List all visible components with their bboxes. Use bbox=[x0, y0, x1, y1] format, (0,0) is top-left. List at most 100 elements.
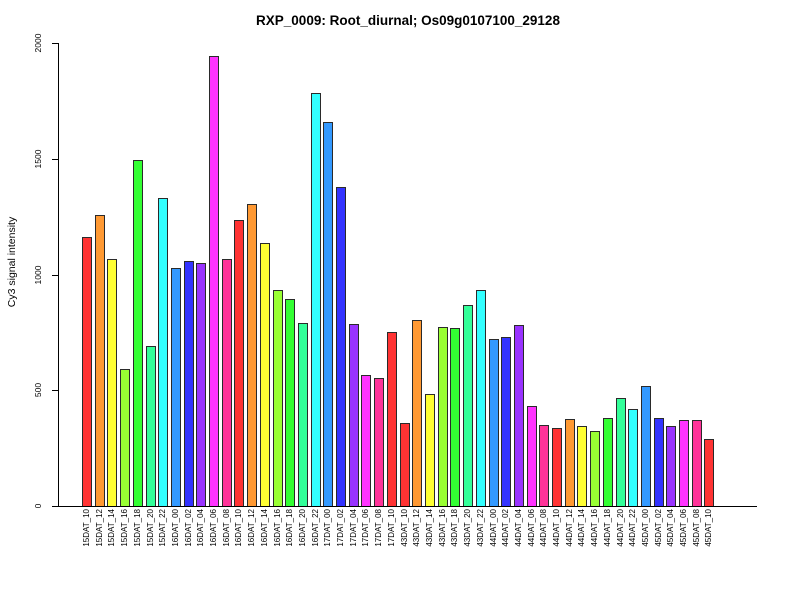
bar bbox=[221, 259, 232, 506]
x-tick-label: 16DAT_22 bbox=[310, 509, 320, 547]
x-tick-label: 15DAT_18 bbox=[132, 509, 142, 547]
x-label-slot: 17DAT_10 bbox=[387, 509, 397, 547]
x-tick-label: 16DAT_18 bbox=[285, 509, 295, 547]
bar bbox=[336, 187, 347, 506]
x-label-slot: 16DAT_10 bbox=[234, 509, 244, 547]
x-tick-label: 43DAT_22 bbox=[475, 509, 485, 547]
x-tick-label: 16DAT_16 bbox=[272, 509, 282, 547]
x-label-slot: 44DAT_18 bbox=[603, 509, 613, 547]
y-tick-label: 1000 bbox=[33, 265, 43, 284]
x-label-slot: 15DAT_18 bbox=[133, 509, 143, 547]
x-tick-label: 43DAT_20 bbox=[463, 509, 473, 547]
x-label-slot: 45DAT_10 bbox=[704, 509, 714, 547]
x-label-slot: 16DAT_22 bbox=[311, 509, 321, 547]
bar bbox=[361, 375, 372, 506]
bar bbox=[158, 198, 169, 506]
y-tick-label: 0 bbox=[33, 503, 43, 509]
x-label-slot: 15DAT_10 bbox=[82, 509, 92, 547]
x-tick-label: 16DAT_00 bbox=[170, 509, 180, 547]
y-axis-line bbox=[58, 43, 59, 507]
bar bbox=[704, 439, 715, 506]
x-label-slot: 17DAT_08 bbox=[374, 509, 384, 547]
bar bbox=[399, 423, 410, 506]
x-tick-label: 15DAT_22 bbox=[158, 509, 168, 547]
x-tick-label: 17DAT_00 bbox=[323, 509, 333, 547]
x-label-slot: 16DAT_08 bbox=[222, 509, 232, 547]
x-label-slot: 44DAT_08 bbox=[539, 509, 549, 547]
x-tick-label: 15DAT_12 bbox=[94, 509, 104, 547]
x-label-slot: 44DAT_12 bbox=[565, 509, 575, 547]
x-tick-label: 44DAT_14 bbox=[577, 509, 587, 547]
x-label-slot: 44DAT_16 bbox=[590, 509, 600, 547]
bar bbox=[107, 259, 118, 506]
x-tick-label: 43DAT_18 bbox=[450, 509, 460, 547]
x-label-slot: 16DAT_06 bbox=[209, 509, 219, 547]
x-label-slot: 15DAT_16 bbox=[120, 509, 130, 547]
x-label-slot: 43DAT_20 bbox=[463, 509, 473, 547]
x-label-slot: 44DAT_20 bbox=[616, 509, 626, 547]
x-axis-line bbox=[58, 506, 757, 507]
bar bbox=[628, 409, 639, 506]
x-label-slot: 44DAT_06 bbox=[527, 509, 537, 547]
y-tick bbox=[52, 390, 58, 392]
x-tick-label: 17DAT_02 bbox=[336, 509, 346, 547]
x-tick-label: 44DAT_04 bbox=[513, 509, 523, 547]
bar bbox=[183, 261, 194, 506]
x-tick-label: 44DAT_00 bbox=[488, 509, 498, 547]
x-label-slot: 45DAT_08 bbox=[692, 509, 702, 547]
x-tick-label: 43DAT_10 bbox=[399, 509, 409, 547]
x-label-slot: 15DAT_12 bbox=[95, 509, 105, 547]
x-label-slot: 44DAT_04 bbox=[514, 509, 524, 547]
x-tick-label: 44DAT_10 bbox=[552, 509, 562, 547]
y-tick-label: 1500 bbox=[33, 149, 43, 169]
bar bbox=[653, 418, 664, 506]
x-tick-label: 43DAT_12 bbox=[412, 509, 422, 547]
x-label-slot: 43DAT_22 bbox=[476, 509, 486, 547]
bar bbox=[513, 325, 524, 506]
x-tick-label: 16DAT_20 bbox=[297, 509, 307, 547]
x-label-slot: 44DAT_10 bbox=[552, 509, 562, 547]
bar bbox=[348, 324, 359, 506]
x-tick-label: 45DAT_08 bbox=[691, 509, 701, 547]
x-label-slot: 17DAT_00 bbox=[323, 509, 333, 547]
bar bbox=[590, 431, 601, 506]
bar bbox=[374, 378, 385, 506]
x-label-slot: 45DAT_02 bbox=[654, 509, 664, 547]
x-tick-label: 15DAT_16 bbox=[120, 509, 130, 547]
bar bbox=[577, 426, 588, 506]
x-label-slot: 16DAT_14 bbox=[260, 509, 270, 547]
x-label-slot: 45DAT_04 bbox=[666, 509, 676, 547]
x-tick-label: 44DAT_08 bbox=[539, 509, 549, 547]
x-label-slot: 44DAT_02 bbox=[501, 509, 511, 547]
x-tick-label: 15DAT_14 bbox=[107, 509, 117, 547]
x-tick-label: 44DAT_22 bbox=[628, 509, 638, 547]
bar bbox=[272, 290, 283, 506]
bar bbox=[297, 323, 308, 506]
x-tick-label: 17DAT_08 bbox=[374, 509, 384, 547]
bar bbox=[285, 299, 296, 506]
x-tick-label: 44DAT_18 bbox=[602, 509, 612, 547]
bar bbox=[412, 320, 423, 506]
x-tick-label: 45DAT_02 bbox=[653, 509, 663, 547]
bar bbox=[310, 93, 321, 506]
x-label-slot: 44DAT_00 bbox=[489, 509, 499, 547]
y-tick-label: 500 bbox=[33, 383, 43, 398]
y-axis-label: Cy3 signal intensity bbox=[6, 216, 18, 308]
bar bbox=[82, 237, 92, 506]
bar bbox=[170, 268, 181, 506]
x-label-slot: 17DAT_06 bbox=[361, 509, 371, 547]
x-label-slot: 16DAT_20 bbox=[298, 509, 308, 547]
y-tick bbox=[52, 158, 58, 160]
x-label-slot: 16DAT_18 bbox=[285, 509, 295, 547]
x-tick-label: 17DAT_04 bbox=[348, 509, 358, 547]
x-tick-label: 17DAT_06 bbox=[361, 509, 371, 547]
bar bbox=[552, 428, 563, 506]
x-label-slot: 43DAT_14 bbox=[425, 509, 435, 547]
bar bbox=[615, 398, 626, 506]
x-tick-label: 45DAT_06 bbox=[679, 509, 689, 547]
x-label-slot: 17DAT_02 bbox=[336, 509, 346, 547]
x-tick-label: 16DAT_12 bbox=[247, 509, 257, 547]
bar bbox=[679, 420, 690, 506]
x-tick-label: 44DAT_12 bbox=[564, 509, 574, 547]
